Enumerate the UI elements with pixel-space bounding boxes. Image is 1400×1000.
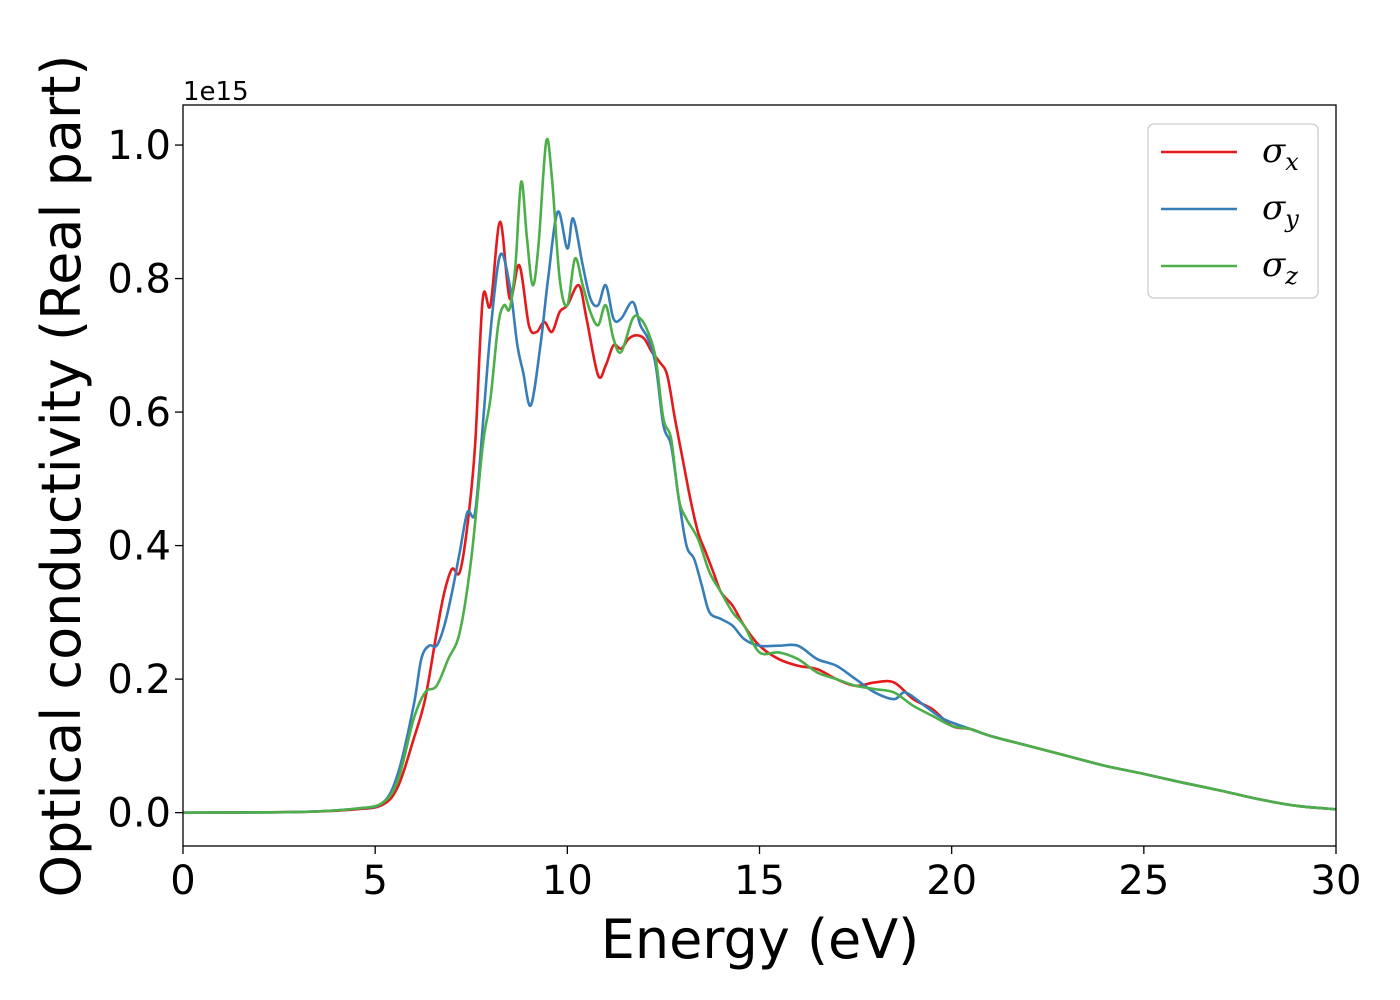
legend: σx σy σz bbox=[1147, 123, 1319, 299]
series-line-x bbox=[182, 220, 1337, 814]
x-tick-label: 20 bbox=[926, 858, 977, 904]
series-line-y bbox=[182, 210, 1337, 814]
y-tick-label: 0.8 bbox=[107, 257, 171, 303]
legend-label-z: σz bbox=[1262, 245, 1298, 290]
x-axis-ticks: 0 5 10 15 20 25 30 bbox=[170, 846, 1361, 904]
y-tick-label: 0.0 bbox=[107, 791, 171, 837]
x-tick-label: 10 bbox=[542, 858, 593, 904]
x-tick-label: 15 bbox=[734, 858, 785, 904]
x-tick-label: 30 bbox=[1311, 858, 1362, 904]
legend-label-x: σx bbox=[1262, 131, 1299, 176]
x-tick-label: 25 bbox=[1118, 858, 1169, 904]
y-axis-title: Optical conductivity (Real part) bbox=[30, 55, 93, 898]
legend-label-y: σy bbox=[1262, 188, 1299, 233]
x-tick-label: 5 bbox=[362, 858, 387, 904]
y-tick-label: 1.0 bbox=[107, 123, 171, 169]
x-axis-title: Energy (eV) bbox=[601, 908, 920, 971]
y-tick-label: 0.2 bbox=[107, 657, 171, 703]
x-tick-label: 0 bbox=[170, 858, 195, 904]
y-tick-label: 0.6 bbox=[107, 390, 171, 436]
y-tick-label: 0.4 bbox=[107, 524, 171, 570]
y-axis-ticks: 0.0 0.2 0.4 0.6 0.8 1.0 bbox=[107, 123, 183, 837]
series-layer bbox=[182, 137, 1337, 814]
series-line-z bbox=[182, 137, 1337, 814]
legend-box bbox=[1147, 123, 1319, 299]
legend-entries: σx σy σz bbox=[1161, 131, 1299, 290]
y-offset-label: 1e15 bbox=[183, 77, 249, 107]
